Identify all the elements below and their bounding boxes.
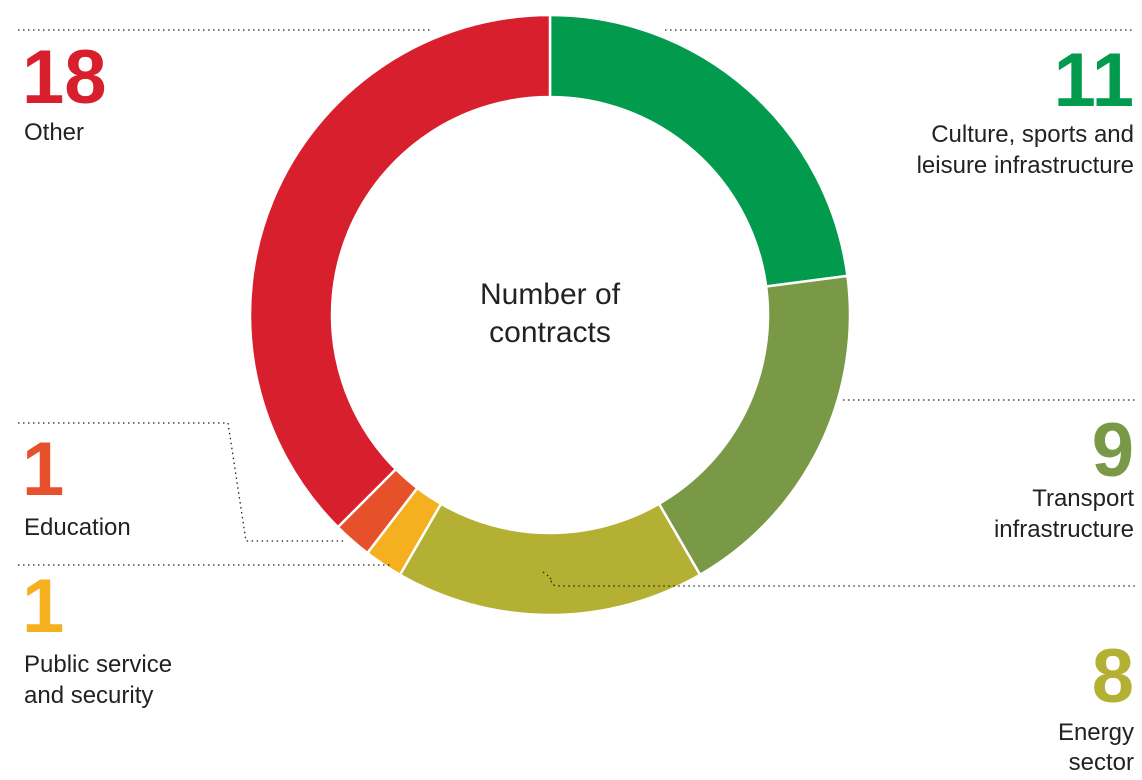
leader-line-energy	[542, 571, 1135, 587]
label-culture-line-2: leisure infrastructure	[917, 152, 1134, 179]
value-public-service: 1	[22, 564, 64, 649]
leader-line-education	[18, 422, 345, 542]
slice-0	[548, 13, 849, 288]
slice-1	[657, 274, 852, 577]
label-transport-line-2: infrastructure	[994, 516, 1134, 543]
label-transport-line-1: Transport	[1032, 485, 1134, 512]
label-public-service-line-2: and security	[24, 682, 153, 709]
value-transport: 9	[1092, 408, 1134, 493]
slice-2	[398, 502, 702, 617]
label-other-line-1: Other	[24, 119, 84, 146]
label-energy-line-1: Energy	[1058, 719, 1134, 746]
center-label-line-1: Number of	[480, 278, 621, 311]
label-education-line-1: Education	[24, 514, 131, 541]
value-education: 1	[22, 427, 64, 512]
center-label-line-2: contracts	[489, 316, 611, 349]
slice-5	[248, 13, 552, 529]
label-energy-line-2: sector	[1069, 749, 1134, 776]
value-culture: 11	[1054, 38, 1134, 123]
value-other: 18	[22, 35, 107, 120]
label-public-service-line-1: Public service	[24, 651, 172, 678]
value-energy: 8	[1092, 634, 1134, 719]
label-culture-line-1: Culture, sports and	[931, 121, 1134, 148]
donut-slices	[248, 13, 852, 617]
